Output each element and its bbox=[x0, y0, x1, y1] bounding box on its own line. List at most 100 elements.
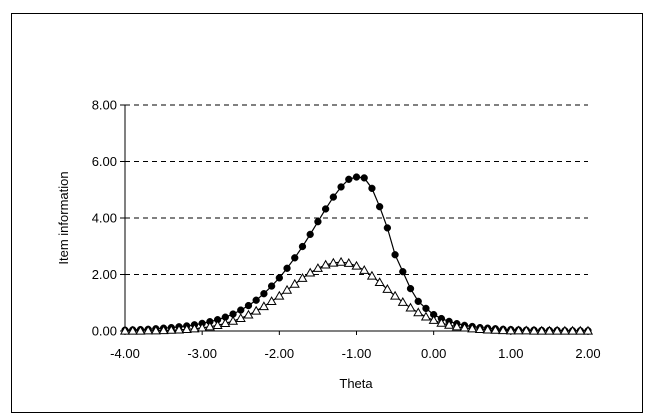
data-point-triangle bbox=[235, 313, 246, 322]
data-point-circle bbox=[298, 242, 307, 251]
y-tick-label: 8.00 bbox=[92, 98, 117, 113]
data-point-circle bbox=[414, 297, 422, 305]
data-point-triangle bbox=[197, 322, 208, 332]
data-point-circle bbox=[260, 290, 268, 298]
data-point-triangle bbox=[413, 307, 424, 317]
data-point-triangle bbox=[220, 318, 231, 328]
series-1 bbox=[121, 173, 592, 335]
data-point-triangle bbox=[312, 263, 323, 272]
data-point-triangle bbox=[274, 290, 285, 300]
x-tick-label: 1.00 bbox=[498, 346, 523, 361]
data-point-triangle bbox=[243, 309, 254, 319]
x-tick-label: -4.00 bbox=[110, 346, 140, 361]
data-point-triangle bbox=[474, 324, 486, 333]
data-point-triangle bbox=[544, 325, 555, 335]
data-point-triangle bbox=[320, 259, 331, 269]
y-tick-label: 2.00 bbox=[92, 267, 117, 282]
data-point-triangle bbox=[204, 321, 215, 331]
data-point-circle bbox=[267, 282, 276, 290]
data-point-circle bbox=[275, 274, 283, 282]
x-tick-label: -1.00 bbox=[342, 346, 372, 361]
x-tick-label: -3.00 bbox=[187, 346, 217, 361]
data-point-triangle bbox=[305, 267, 316, 277]
data-point-triangle bbox=[536, 325, 547, 335]
x-axis-title: Theta bbox=[339, 376, 373, 391]
series-2 bbox=[119, 256, 594, 335]
data-point-triangle bbox=[351, 260, 362, 270]
data-point-triangle bbox=[374, 277, 385, 287]
data-point-circle bbox=[283, 264, 291, 272]
data-point-triangle bbox=[559, 325, 570, 335]
data-point-circle bbox=[314, 218, 322, 226]
data-point-triangle bbox=[444, 319, 455, 329]
data-point-triangle bbox=[127, 325, 138, 335]
data-point-circle bbox=[399, 268, 407, 276]
data-point-triangle bbox=[119, 325, 131, 335]
data-point-triangle bbox=[451, 321, 462, 331]
data-point-triangle bbox=[575, 325, 586, 335]
data-point-circle bbox=[329, 193, 338, 201]
data-point-triangle bbox=[158, 325, 169, 335]
series-line bbox=[124, 176, 588, 332]
data-point-triangle bbox=[173, 324, 185, 334]
data-point-circle bbox=[391, 251, 399, 259]
data-point-triangle bbox=[181, 324, 192, 333]
data-point-triangle bbox=[266, 296, 277, 305]
axes: 0.00 2.00 4.00 6.00 8.00 -4.00 -3.00 -2.00 -1.00… bbox=[92, 98, 601, 362]
data-point-circle bbox=[368, 184, 376, 192]
data-point-circle bbox=[376, 203, 384, 211]
data-point-circle bbox=[321, 205, 330, 213]
y-tick-label: 6.00 bbox=[92, 154, 117, 169]
data-point-triangle bbox=[528, 325, 540, 335]
data-point-triangle bbox=[251, 305, 262, 315]
data-point-triangle bbox=[359, 265, 370, 274]
data-point-circle bbox=[352, 173, 361, 181]
data-point-circle bbox=[422, 304, 430, 313]
data-point-circle bbox=[252, 296, 260, 304]
data-point-triangle bbox=[582, 325, 594, 335]
data-point-triangle bbox=[467, 323, 478, 333]
data-point-triangle bbox=[397, 296, 408, 306]
data-point-triangle bbox=[513, 325, 524, 335]
data-point-triangle bbox=[490, 324, 501, 334]
data-point-triangle bbox=[297, 272, 308, 282]
data-point-circle bbox=[360, 174, 368, 182]
data-point-triangle bbox=[459, 322, 470, 332]
data-point-triangle bbox=[405, 302, 416, 312]
data-point-triangle bbox=[166, 324, 177, 334]
data-point-circle bbox=[337, 183, 345, 191]
data-point-triangle bbox=[227, 315, 239, 325]
x-tick-label: 2.00 bbox=[575, 346, 600, 361]
series-layer bbox=[119, 173, 594, 335]
data-point-triangle bbox=[212, 320, 223, 329]
data-point-triangle bbox=[382, 283, 393, 293]
data-point-triangle bbox=[420, 311, 432, 321]
data-point-triangle bbox=[552, 325, 563, 335]
chart-frame bbox=[11, 13, 643, 413]
y-axis-title: Item information bbox=[56, 171, 71, 264]
data-point-triangle bbox=[498, 325, 509, 335]
x-tick-label: 0.00 bbox=[421, 346, 446, 361]
data-point-triangle bbox=[328, 257, 339, 267]
data-point-triangle bbox=[521, 325, 532, 335]
data-point-triangle bbox=[135, 325, 146, 335]
data-point-triangle bbox=[343, 257, 354, 267]
data-point-circle bbox=[406, 284, 415, 293]
series-line bbox=[125, 261, 588, 332]
data-point-triangle bbox=[143, 325, 154, 335]
data-point-triangle bbox=[482, 324, 493, 334]
data-point-triangle bbox=[567, 325, 578, 335]
y-tick-label: 4.00 bbox=[92, 211, 117, 226]
data-point-circle bbox=[291, 254, 299, 262]
y-tick-label: 0.00 bbox=[92, 324, 117, 339]
data-point-triangle bbox=[366, 270, 377, 280]
gridlines bbox=[125, 104, 588, 275]
data-point-circle bbox=[306, 230, 314, 239]
data-point-triangle bbox=[336, 256, 347, 266]
data-point-triangle bbox=[390, 290, 401, 300]
data-point-triangle bbox=[150, 325, 161, 335]
data-point-triangle bbox=[289, 278, 300, 288]
data-point-triangle bbox=[258, 301, 269, 311]
data-point-circle bbox=[244, 301, 253, 310]
